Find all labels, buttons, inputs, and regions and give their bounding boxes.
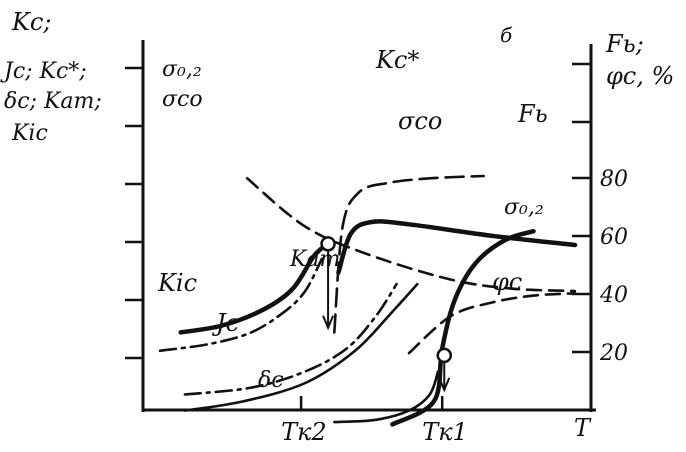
right-axis-ticks: 20 40 60 80 [572, 62, 628, 366]
series-label-jc: Jс [211, 309, 239, 337]
left-axis-label-line: Kіс [11, 121, 48, 146]
right-axis-tick-label: 80 [600, 167, 628, 192]
right-axis-tick-label: 20 [599, 341, 628, 366]
x-axis-label: T [574, 414, 592, 442]
transition-markers [320, 236, 453, 393]
series-label-kic: Kіс [157, 269, 197, 297]
panel-mark: б [500, 23, 513, 47]
series-line-8 [390, 228, 536, 427]
marker-label-kat: Kат [289, 247, 340, 272]
right-axis-label-line: Fь; [605, 30, 644, 58]
sub-label-sigma02: σ₀,₂ [162, 57, 202, 82]
x-axis-tick-label: Tк1 [422, 418, 468, 446]
series-label-sigma-co: σсо [398, 107, 442, 135]
left-axis-label-line: Kс; [11, 8, 51, 36]
transition-point-0 [320, 236, 336, 252]
series-line-6 [183, 282, 419, 412]
right-axis-tick-label: 40 [599, 283, 628, 308]
series-line-9 [333, 370, 440, 424]
right-axis-label: Fь; φс, % [605, 30, 674, 90]
series-label-sigma02: σ₀,₂ [504, 195, 544, 220]
series-label-delta-c: δс [258, 368, 284, 393]
series-label-fb: Fь [517, 100, 548, 128]
left-axis-label-line: Jс; Kс*; [0, 59, 87, 84]
series-line-5 [183, 282, 398, 396]
right-axis-label-line: φс, % [606, 62, 674, 90]
series-line-4 [158, 257, 324, 353]
marker-arrowhead-0 [322, 315, 334, 331]
series-line-7 [407, 292, 577, 355]
x-axis-ticks: Tк2 Tк1 [281, 396, 468, 446]
left-axis-label: Kс; Jс; Kс*; δс; Kат; Kіс [0, 8, 102, 146]
series-label-phi-c: φс [492, 268, 522, 296]
left-axis-ticks [125, 66, 143, 360]
marker-arrowhead-1 [438, 377, 451, 393]
series-line-3 [178, 242, 329, 335]
series-line-0 [333, 174, 485, 334]
curve-labels: Kс* σсо σ₀,₂ Kіс Jс δс φс Fь Kат [157, 46, 548, 393]
series-label-kc-star: Kс* [375, 46, 419, 74]
left-axis-label-line: δс; Kат; [4, 89, 102, 114]
right-axis-tick-label: 60 [600, 225, 628, 250]
x-axis-tick-label: Tк2 [281, 418, 327, 446]
transition-point-1 [436, 347, 453, 364]
left-axis-sub-label: σ₀,₂ σсо [162, 57, 203, 112]
series-line-1 [336, 219, 578, 275]
curves [158, 174, 578, 427]
series-line-2 [245, 177, 577, 293]
sub-label-sigma-co: σсо [162, 87, 203, 112]
